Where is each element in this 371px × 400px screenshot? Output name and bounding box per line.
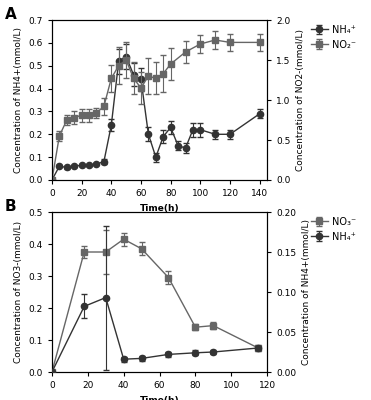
X-axis label: Time(h): Time(h) — [140, 396, 179, 400]
Text: B: B — [4, 199, 16, 214]
Legend: NH₄⁺, NO₂⁻: NH₄⁺, NO₂⁻ — [311, 25, 356, 50]
Y-axis label: Concentration of NH4+(mmol/L): Concentration of NH4+(mmol/L) — [302, 219, 311, 365]
X-axis label: Time(h): Time(h) — [140, 204, 179, 212]
Legend: NO₃⁻, NH₄⁺: NO₃⁻, NH₄⁺ — [311, 217, 356, 242]
Y-axis label: Concentration of NO3-(mmol/L): Concentration of NO3-(mmol/L) — [14, 221, 23, 363]
Text: A: A — [4, 7, 16, 22]
Y-axis label: Concentration of NH4+(mmol/L): Concentration of NH4+(mmol/L) — [14, 27, 23, 173]
Y-axis label: Concentration of NO2-(mmol/L): Concentration of NO2-(mmol/L) — [296, 29, 305, 171]
